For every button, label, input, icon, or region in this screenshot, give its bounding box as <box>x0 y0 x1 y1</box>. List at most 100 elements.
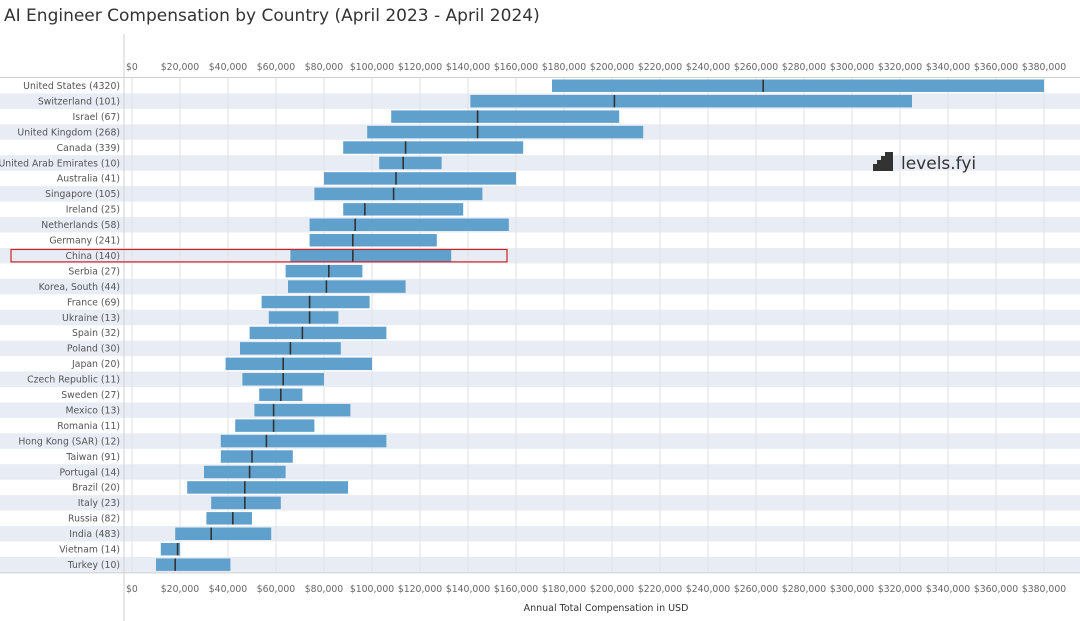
row-band <box>0 340 1080 357</box>
x-tick-label-bottom: $300,000 <box>830 584 874 595</box>
row-label: Italy (23) <box>78 498 120 509</box>
bar[interactable] <box>343 203 464 216</box>
row-band <box>0 278 1080 295</box>
bar[interactable] <box>309 234 437 247</box>
row-band <box>0 371 1080 387</box>
x-tick-label-top: $340,000 <box>926 62 970 73</box>
bar[interactable] <box>324 172 516 185</box>
bar[interactable] <box>235 419 315 432</box>
bar[interactable] <box>285 264 363 278</box>
bar[interactable] <box>268 311 339 324</box>
x-tick-label-bottom: $340,000 <box>926 584 970 595</box>
x-tick-label-bottom: $360,000 <box>974 584 1018 595</box>
x-axis-title: Annual Total Compensation in USD <box>524 603 689 614</box>
bar[interactable] <box>187 481 348 494</box>
row-label: India (483) <box>69 529 120 540</box>
x-tick-labels-bottom: $0 $20,000 $40,000 $60,000 $80,000 $100,000 $1… <box>126 584 1066 595</box>
row-label: Netherlands (58) <box>41 220 120 231</box>
row-label: Australia (41) <box>57 174 120 185</box>
bar[interactable] <box>206 512 252 525</box>
bar[interactable] <box>552 79 1044 92</box>
row-label: Switzerland (101) <box>38 96 120 107</box>
row-label: Mexico (13) <box>65 405 120 416</box>
bar[interactable] <box>254 403 351 417</box>
bar[interactable] <box>220 434 387 448</box>
stairs-logo-icon <box>873 152 893 171</box>
row-label: Spain (32) <box>72 328 120 339</box>
x-tick-label-top: $240,000 <box>686 62 730 73</box>
row-label: China (140) <box>65 251 120 262</box>
bar[interactable] <box>204 465 286 479</box>
x-tick-label-bottom: $200,000 <box>590 584 634 595</box>
row-label: United States (4320) <box>23 81 120 92</box>
x-tick-label-top: $40,000 <box>209 62 248 73</box>
x-tick-label-bottom: $40,000 <box>209 584 248 595</box>
bar[interactable] <box>314 187 483 201</box>
x-tick-label-bottom: $320,000 <box>878 584 922 595</box>
row-labels: United States (4320) Switzerland (101) Isr… <box>0 81 120 571</box>
row-label: Germany (241) <box>49 236 120 247</box>
row-band <box>0 217 1080 233</box>
row-label: Korea, South (44) <box>39 282 120 293</box>
x-tick-label-bottom: $240,000 <box>686 584 730 595</box>
row-band <box>0 155 1080 171</box>
bar[interactable] <box>220 450 293 463</box>
row-label: Taiwan (91) <box>65 452 120 463</box>
row-label: France (69) <box>67 297 120 308</box>
bar[interactable] <box>288 280 406 293</box>
x-tick-label-bottom: $140,000 <box>446 584 490 595</box>
x-tick-label-top: $220,000 <box>638 62 682 73</box>
bar[interactable] <box>343 141 524 154</box>
row-label: Portugal (14) <box>59 467 120 478</box>
chart-title: AI Engineer Compensation by Country (Apr… <box>4 6 540 26</box>
x-tick-label-top: $80,000 <box>305 62 344 73</box>
logo-text: levels.fyi <box>901 154 976 174</box>
bar[interactable] <box>160 543 180 556</box>
x-tick-label-top: $260,000 <box>734 62 778 73</box>
bar[interactable] <box>309 218 509 231</box>
x-tick-label-bottom: $180,000 <box>542 584 586 595</box>
row-band <box>0 186 1080 202</box>
levels-logo: levels.fyi <box>873 152 976 174</box>
bar[interactable] <box>290 249 452 262</box>
bar[interactable] <box>211 496 281 510</box>
row-label: Hong Kong (SAR) (12) <box>18 436 120 447</box>
x-tick-label-top: $160,000 <box>494 62 538 73</box>
bar[interactable] <box>470 94 912 108</box>
highlight-rect <box>10 248 508 263</box>
row-band <box>0 526 1080 542</box>
x-tick-label-bottom: $0 <box>126 584 138 595</box>
x-tick-label-top: $100,000 <box>350 62 394 73</box>
bar[interactable] <box>391 110 620 123</box>
x-tick-label-bottom: $60,000 <box>257 584 296 595</box>
x-tick-label-top: $200,000 <box>590 62 634 73</box>
bar[interactable] <box>175 527 272 540</box>
x-tick-label-top: $180,000 <box>542 62 586 73</box>
bar[interactable] <box>261 295 370 309</box>
row-band <box>0 464 1080 480</box>
row-band <box>0 247 1080 264</box>
x-tick-label-bottom: $280,000 <box>782 584 826 595</box>
highlight-box <box>10 248 508 263</box>
x-tick-label-top: $280,000 <box>782 62 826 73</box>
bar[interactable] <box>367 125 644 139</box>
bar[interactable] <box>225 357 372 371</box>
row-label: Russia (82) <box>68 514 120 525</box>
axes <box>0 34 1080 621</box>
x-tick-label-top: $140,000 <box>446 62 490 73</box>
x-tick-label-top: $320,000 <box>878 62 922 73</box>
row-band <box>0 402 1080 418</box>
x-tick-label-bottom: $380,000 <box>1022 584 1066 595</box>
row-label: Romania (11) <box>57 421 120 432</box>
bar[interactable] <box>249 326 387 340</box>
x-tick-label-top: $0 <box>126 62 138 73</box>
bar[interactable] <box>379 156 442 170</box>
row-band <box>0 556 1080 573</box>
x-tick-label-top: $360,000 <box>974 62 1018 73</box>
bar[interactable] <box>156 558 231 571</box>
median-marks <box>174 79 765 571</box>
x-tick-label-bottom: $220,000 <box>638 584 682 595</box>
row-label: Singapore (105) <box>45 189 120 200</box>
row-label: Ukraine (13) <box>62 313 120 324</box>
